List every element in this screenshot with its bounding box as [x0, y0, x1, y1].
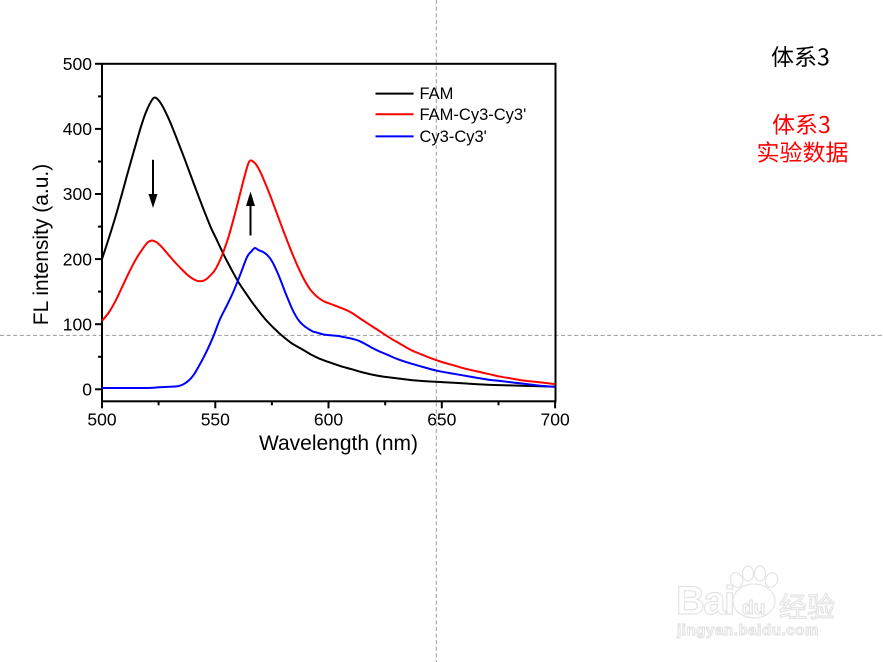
- svg-text:700: 700: [540, 410, 569, 430]
- svg-text:650: 650: [427, 410, 456, 430]
- svg-text:600: 600: [314, 410, 343, 430]
- svg-text:500: 500: [87, 410, 116, 430]
- svg-text:200: 200: [63, 249, 92, 269]
- svg-text:400: 400: [63, 119, 92, 139]
- svg-text:du: du: [742, 598, 765, 619]
- svg-text:300: 300: [63, 184, 92, 204]
- svg-text:100: 100: [63, 314, 92, 334]
- svg-text:0: 0: [82, 380, 92, 400]
- svg-text:FAM: FAM: [420, 85, 454, 103]
- svg-text:500: 500: [63, 54, 92, 74]
- svg-text:Wavelength (nm): Wavelength (nm): [259, 432, 418, 455]
- svg-text:jingyan.baidu.com: jingyan.baidu.com: [676, 622, 819, 639]
- svg-text:Cy3-Cy3': Cy3-Cy3': [420, 128, 487, 146]
- svg-text:550: 550: [201, 410, 230, 430]
- svg-text:Bai: Bai: [676, 579, 734, 623]
- svg-text:FL intensity (a.u.): FL intensity (a.u.): [30, 164, 53, 325]
- svg-text:FAM-Cy3-Cy3': FAM-Cy3-Cy3': [420, 106, 527, 124]
